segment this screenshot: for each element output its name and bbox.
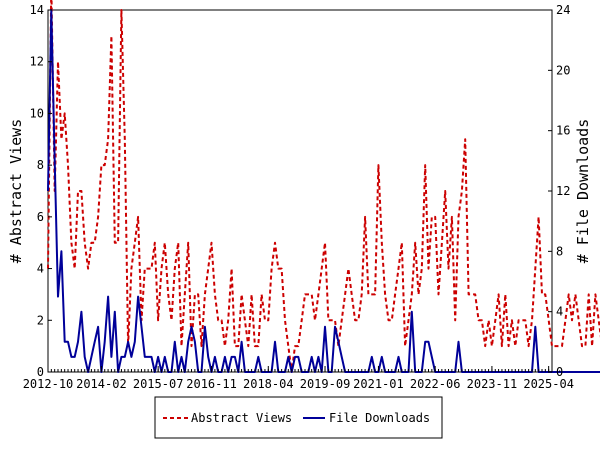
right-tick-label: 16 <box>556 124 570 138</box>
left-tick-label: 8 <box>37 158 44 172</box>
x-tick-label: 2019-09 <box>300 377 351 391</box>
x-tick-label: 2012-10 <box>23 377 74 391</box>
x-tick-label: 2016-11 <box>186 377 237 391</box>
left-tick-label: 2 <box>37 313 44 327</box>
left-tick-label: 6 <box>37 210 44 224</box>
legend-label-file-downloads: File Downloads <box>329 411 430 425</box>
right-tick-label: 20 <box>556 63 570 77</box>
series-line-abstract-views <box>47 0 600 373</box>
x-tick-label: 2018-04 <box>243 377 294 391</box>
legend-box <box>154 396 443 439</box>
x-tick-label: 2025-04 <box>523 377 574 391</box>
left-tick-label: 12 <box>30 55 44 69</box>
left-tick-label: 4 <box>37 262 44 276</box>
plot-frame <box>47 9 553 373</box>
x-tick-label: 2021-01 <box>353 377 404 391</box>
left-axis-title: # Abstract Views <box>7 119 25 264</box>
x-axis-ticks: 2012-10 2014-02 2015-07 2016-11 2018-04 2019-… <box>23 366 574 391</box>
right-tick-label: 8 <box>556 244 563 258</box>
x-tick-label: 2022-06 <box>410 377 461 391</box>
right-tick-label: 4 <box>556 305 563 319</box>
legend: Abstract Views File Downloads <box>154 396 443 439</box>
x-tick-label: 2015-07 <box>133 377 184 391</box>
left-tick-label: 10 <box>30 106 44 120</box>
left-tick-label: 0 <box>37 365 44 379</box>
right-tick-label: 24 <box>556 3 570 17</box>
left-tick-label: 14 <box>30 3 44 17</box>
legend-label-abstract-views: Abstract Views <box>191 411 292 425</box>
x-tick-label: 2014-02 <box>76 377 127 391</box>
right-axis-ticks: 0 4 8 12 16 20 24 <box>548 3 570 379</box>
right-tick-label: 12 <box>556 184 570 198</box>
left-axis-ticks: 0 2 4 6 8 10 12 14 <box>30 3 52 379</box>
right-axis-title: # File Downloads <box>574 119 592 264</box>
x-tick-label: 2023-11 <box>467 377 518 391</box>
right-tick-label: 0 <box>556 365 563 379</box>
